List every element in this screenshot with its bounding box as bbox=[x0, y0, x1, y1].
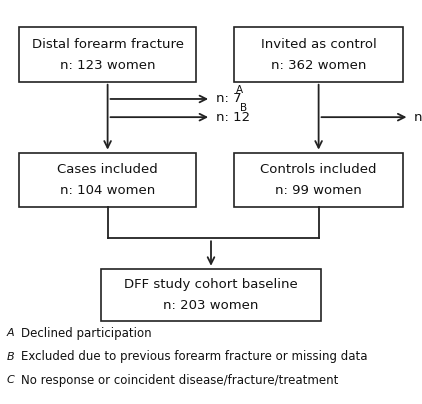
Bar bbox=[19, 27, 196, 82]
Bar bbox=[101, 269, 321, 321]
Text: Cases included: Cases included bbox=[57, 163, 158, 176]
Text: n: 104 women: n: 104 women bbox=[60, 184, 155, 197]
Text: No response or coincident disease/fracture/treatment: No response or coincident disease/fractu… bbox=[21, 374, 338, 387]
Bar bbox=[19, 152, 196, 207]
Text: Declined participation: Declined participation bbox=[21, 327, 152, 340]
Text: Invited as control: Invited as control bbox=[261, 38, 376, 50]
Text: Excluded due to previous forearm fracture or missing data: Excluded due to previous forearm fractur… bbox=[21, 350, 368, 363]
Text: Controls included: Controls included bbox=[260, 163, 377, 176]
Bar bbox=[234, 152, 403, 207]
Text: B: B bbox=[240, 103, 247, 113]
Text: A: A bbox=[236, 85, 243, 95]
Text: n: 362 women: n: 362 women bbox=[271, 59, 366, 72]
Text: Distal forearm fracture: Distal forearm fracture bbox=[32, 38, 184, 50]
Text: DFF study cohort baseline: DFF study cohort baseline bbox=[124, 278, 298, 291]
Bar bbox=[234, 27, 403, 82]
Text: n: 12: n: 12 bbox=[216, 111, 254, 124]
Text: A: A bbox=[6, 328, 14, 338]
Text: n:263: n:263 bbox=[414, 111, 422, 124]
Text: C: C bbox=[6, 375, 14, 385]
Text: n: 7: n: 7 bbox=[216, 93, 246, 105]
Text: B: B bbox=[6, 352, 14, 362]
Text: n: 123 women: n: 123 women bbox=[60, 59, 155, 72]
Text: n: 99 women: n: 99 women bbox=[275, 184, 362, 197]
Text: n: 203 women: n: 203 women bbox=[163, 299, 259, 312]
